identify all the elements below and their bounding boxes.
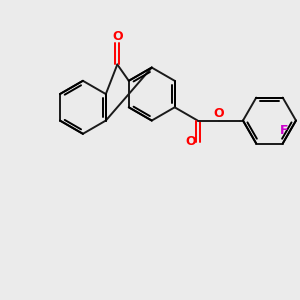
Text: O: O bbox=[185, 135, 196, 148]
Text: F: F bbox=[280, 124, 288, 137]
Text: O: O bbox=[112, 30, 123, 43]
Text: O: O bbox=[214, 107, 224, 120]
